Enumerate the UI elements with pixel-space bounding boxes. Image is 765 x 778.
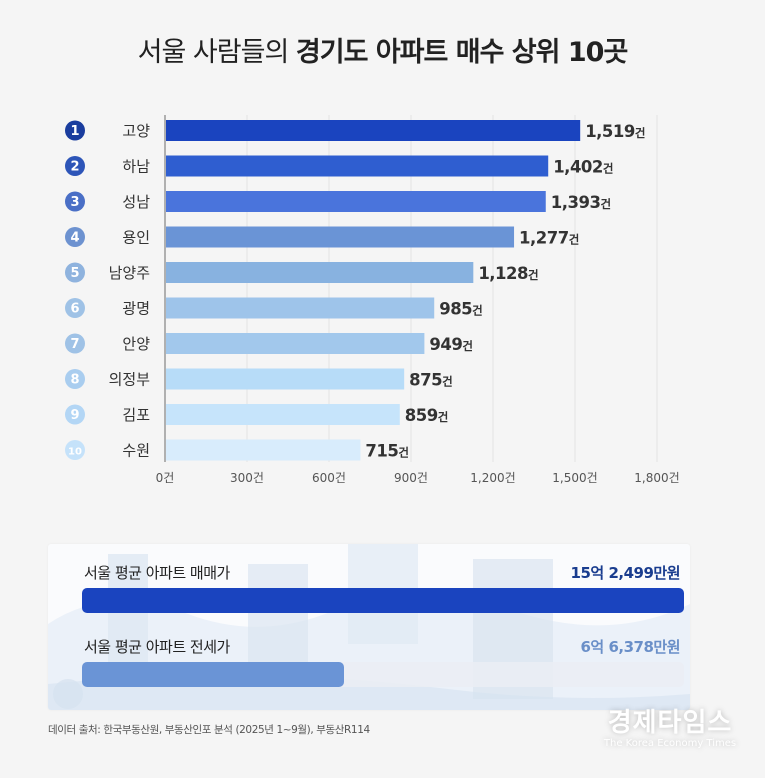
- comparison-label: 서울 평균 아파트 매매가: [84, 564, 230, 582]
- category-label: 성남: [122, 193, 150, 211]
- value-label: 875건: [409, 371, 452, 390]
- chart-title-normal: 서울 사람들의: [137, 37, 296, 68]
- watermark-korean: 경제타임스: [607, 708, 733, 738]
- value-number: 715: [365, 442, 398, 461]
- value-label: 715건: [365, 442, 408, 461]
- comparison-bar-fill: [82, 662, 345, 687]
- value-number: 1,277: [519, 229, 569, 248]
- bar: [166, 404, 400, 425]
- comparison-bar-fill: [82, 588, 684, 613]
- value-number: 875: [409, 371, 442, 390]
- value-unit: 건: [442, 375, 452, 389]
- rank-number: 6: [70, 302, 79, 317]
- rank-number: 3: [70, 195, 79, 210]
- x-tick-label: 1,800건: [634, 471, 679, 485]
- bar: [166, 262, 474, 283]
- value-label: 949건: [429, 335, 472, 354]
- category-label: 남양주: [109, 264, 150, 282]
- bar: [166, 333, 425, 354]
- bar: [166, 191, 546, 212]
- category-label: 광명: [122, 300, 150, 318]
- value-number: 1,519: [585, 122, 635, 141]
- x-tick-label: 1,500건: [552, 471, 597, 485]
- x-axis-ticks: 0건 300건 600건 900건 1,200건 1,500건 1,800건: [156, 471, 680, 485]
- rank-badge: [65, 156, 85, 176]
- rank-badge: [65, 262, 85, 283]
- category-label: 김포: [122, 406, 150, 424]
- value-label: 1,128건: [478, 264, 538, 283]
- value-unit: 건: [603, 162, 613, 176]
- rank-badge: [65, 333, 85, 354]
- bar: [166, 155, 549, 177]
- x-tick-label: 300건: [230, 471, 264, 485]
- comparison-bar-track: [82, 588, 684, 613]
- value-label: 859건: [405, 406, 448, 425]
- rank-number: 9: [70, 408, 79, 423]
- category-label: 고양: [122, 122, 150, 140]
- rank-badge: [65, 369, 85, 389]
- value-unit: 건: [438, 410, 448, 424]
- category-label: 안양: [122, 335, 150, 353]
- rank-number: 8: [70, 373, 79, 388]
- category-label: 수원: [122, 442, 150, 460]
- data-source-note: 데이터 출처: 한국부동산원, 부동산인포 분석 (2025년 1~9월), 부…: [48, 724, 370, 736]
- value-unit: 건: [569, 233, 579, 247]
- publisher-watermark: 경제타임스 The Korea Economy Times: [590, 708, 750, 750]
- rank-badge: [65, 191, 85, 212]
- value-label: 985건: [439, 300, 482, 319]
- rank-badge: [65, 227, 85, 247]
- bar: [166, 226, 515, 248]
- bar: [166, 297, 435, 319]
- watermark-english: The Korea Economy Times: [603, 738, 737, 749]
- value-number: 1,128: [478, 264, 528, 283]
- comparison-label: 서울 평균 아파트 전세가: [84, 638, 230, 656]
- x-tick-label: 900건: [394, 471, 428, 485]
- value-label: 1,393건: [551, 193, 611, 212]
- value-number: 859: [405, 406, 438, 425]
- value-number: 1,402: [553, 158, 603, 177]
- rank-number: 2: [70, 160, 79, 175]
- x-tick-label: 0건: [156, 471, 175, 485]
- x-tick-label: 1,200건: [470, 471, 515, 485]
- category-label: 하남: [122, 158, 150, 176]
- value-number: 1,393: [551, 193, 601, 212]
- rank-number: 4: [70, 231, 79, 246]
- x-tick-label: 600건: [312, 471, 346, 485]
- value-unit: 건: [398, 446, 408, 460]
- rank-number: 7: [70, 337, 79, 352]
- comparison-value: 6억 6,378만원: [580, 638, 680, 656]
- value-number: 985: [439, 300, 472, 319]
- value-label: 1,519건: [585, 122, 645, 141]
- value-unit: 건: [528, 268, 538, 282]
- rank-number: 1: [70, 124, 79, 139]
- value-unit: 건: [472, 304, 482, 318]
- chart-title: 서울 사람들의 경기도 아파트 매수 상위 10곳: [0, 30, 765, 69]
- bar: [166, 368, 405, 390]
- category-label: 용인: [122, 229, 150, 247]
- value-unit: 건: [462, 339, 472, 353]
- value-unit: 건: [635, 126, 645, 140]
- value-label: 1,277건: [519, 229, 579, 248]
- rank-number: 5: [70, 266, 79, 281]
- rank-badge: [65, 440, 85, 460]
- rank-badge: [65, 404, 85, 425]
- bar: [166, 120, 581, 141]
- value-label: 1,402건: [553, 158, 613, 177]
- rank-badge: [65, 298, 85, 318]
- value-unit: 건: [600, 197, 610, 211]
- bars: [166, 120, 581, 461]
- comparison-bar-track: [82, 662, 684, 687]
- comparison-value: 15억 2,499만원: [570, 564, 681, 582]
- rank-badge: [65, 120, 85, 141]
- bar: [166, 439, 361, 461]
- category-label: 의정부: [109, 371, 151, 389]
- chart-title-bold: 경기도 아파트 매수 상위 10곳: [295, 37, 628, 68]
- value-number: 949: [429, 335, 462, 354]
- rank-number: 10: [68, 447, 82, 458]
